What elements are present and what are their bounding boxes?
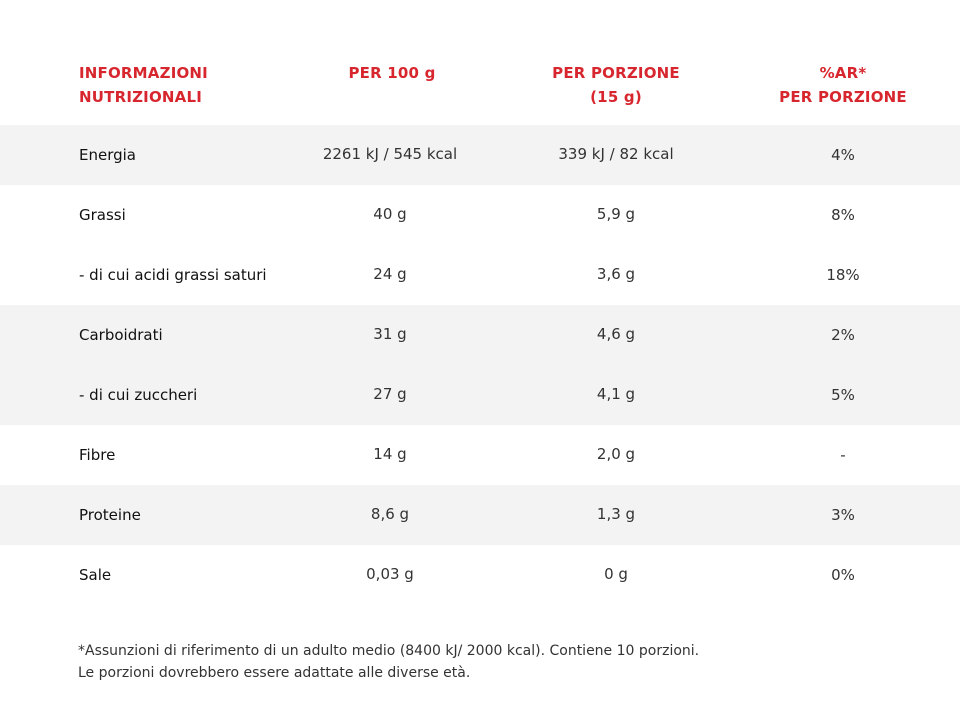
value-per-portion: 2,0 g: [596, 445, 636, 463]
value-ar-percent: 8%: [831, 206, 855, 224]
value-per-portion: 4,1 g: [596, 385, 636, 403]
table-row: Energia 2261 kJ / 545 kcal 339 kJ / 82 k…: [0, 125, 960, 185]
header-line: (15 g): [590, 88, 642, 106]
header-per-100g: PER 100 g: [292, 61, 492, 85]
value-per-100g: 14 g: [373, 445, 407, 463]
value-ar-percent: 0%: [831, 566, 855, 584]
value-ar-percent: -: [840, 446, 846, 464]
value-per-100g: 31 g: [373, 325, 407, 343]
row-label: Grassi: [79, 206, 126, 224]
footnote: *Assunzioni di riferimento di un adulto …: [78, 640, 699, 684]
header-line: PER PORZIONE: [552, 64, 680, 82]
table-row: Proteine 8,6 g 1,3 g 3%: [0, 485, 960, 545]
row-label: Fibre: [79, 446, 116, 464]
value-ar-percent: 3%: [831, 506, 855, 524]
table-row: Carboidrati 31 g 4,6 g 2%: [0, 305, 960, 365]
value-per-100g: 0,03 g: [366, 565, 414, 583]
value-per-100g: 8,6 g: [370, 505, 410, 523]
row-label: Sale: [79, 566, 112, 584]
nutrition-table-header: INFORMAZIONI NUTRIZIONALI PER 100 g PER …: [0, 0, 960, 125]
footnote-line: *Assunzioni di riferimento di un adulto …: [78, 643, 700, 659]
row-label: Carboidrati: [79, 326, 163, 344]
table-row: Grassi 40 g 5,9 g 8%: [0, 185, 960, 245]
value-per-portion: 3,6 g: [596, 265, 636, 283]
row-label: Proteine: [79, 506, 141, 524]
value-per-portion: 339 kJ / 82 kcal: [558, 145, 674, 163]
header-line: PER 100 g: [348, 64, 436, 82]
value-ar-percent: 5%: [831, 386, 855, 404]
row-label: - di cui acidi grassi saturi: [79, 266, 267, 284]
value-per-100g: 40 g: [373, 205, 407, 223]
table-row: Sale 0,03 g 0 g 0%: [0, 545, 960, 605]
value-ar-percent: 18%: [826, 266, 860, 284]
value-per-100g: 27 g: [373, 385, 407, 403]
value-per-portion: 0 g: [604, 565, 628, 583]
table-row: - di cui zuccheri 27 g 4,1 g 5%: [0, 365, 960, 425]
header-line: %AR*: [819, 64, 867, 82]
header-line: INFORMAZIONI: [79, 64, 208, 82]
header-line: NUTRIZIONALI: [79, 88, 203, 106]
value-ar-percent: 4%: [831, 146, 855, 164]
table-row: Fibre 14 g 2,0 g -: [0, 425, 960, 485]
row-label: Energia: [79, 146, 136, 164]
value-per-portion: 5,9 g: [596, 205, 636, 223]
value-per-100g: 2261 kJ / 545 kcal: [322, 145, 458, 163]
nutrition-table-body: Energia 2261 kJ / 545 kcal 339 kJ / 82 k…: [0, 125, 960, 605]
footnote-line: Le porzioni dovrebbero essere adattate a…: [78, 665, 471, 681]
value-ar-percent: 2%: [831, 326, 855, 344]
value-per-portion: 4,6 g: [596, 325, 636, 343]
value-per-100g: 24 g: [373, 265, 407, 283]
header-ar-per-portion: %AR* PER PORZIONE: [743, 61, 943, 109]
header-per-portion: PER PORZIONE (15 g): [516, 61, 716, 109]
table-row: - di cui acidi grassi saturi 24 g 3,6 g …: [0, 245, 960, 305]
header-line: PER PORZIONE: [779, 88, 907, 106]
value-per-portion: 1,3 g: [596, 505, 636, 523]
row-label: - di cui zuccheri: [79, 386, 198, 404]
header-nutritional-info: INFORMAZIONI NUTRIZIONALI: [79, 61, 208, 109]
